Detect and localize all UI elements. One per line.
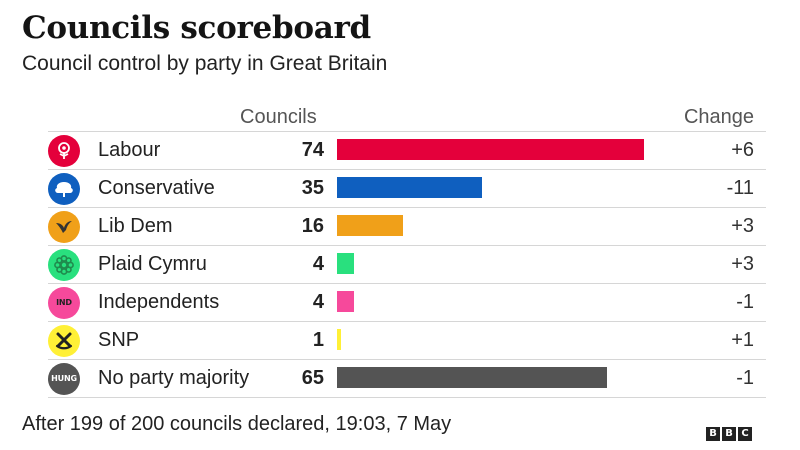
table-row: IND Independents 4 -1 xyxy=(48,284,766,322)
footnote: After 199 of 200 councils declared, 19:0… xyxy=(22,413,452,435)
party-label: Lib Dem xyxy=(98,215,173,237)
party-label: Independents xyxy=(98,291,220,313)
bar xyxy=(337,253,354,274)
hung-badge-icon: HUNG xyxy=(48,362,80,395)
plaid-poppy-icon xyxy=(48,248,80,281)
council-count: 35 xyxy=(301,177,324,199)
chart-subtitle: Council control by party in Great Britai… xyxy=(22,52,388,75)
change-column-header: Change xyxy=(683,106,754,128)
council-count: 4 xyxy=(312,253,324,275)
bar xyxy=(337,291,354,312)
party-label: SNP xyxy=(98,329,140,351)
change-value: -1 xyxy=(736,291,754,313)
bar xyxy=(337,215,404,236)
party-label: Conservative xyxy=(98,177,215,199)
bbc-logo-letter: B xyxy=(722,427,736,441)
labour-rose-icon xyxy=(48,134,80,167)
bar xyxy=(337,367,607,388)
conservative-tree-icon xyxy=(48,172,80,205)
scoreboard-table: Labour 74 +6 Conservative 35 -11 Lib Dem 16 +3 Pl… xyxy=(48,131,766,398)
council-count: 4 xyxy=(312,291,324,313)
council-count: 65 xyxy=(301,367,324,389)
table-row: Plaid Cymru 4 +3 xyxy=(48,246,766,284)
change-value: +3 xyxy=(731,215,754,237)
bbc-logo-letter: B xyxy=(706,427,720,441)
bar xyxy=(337,177,483,198)
change-value: +3 xyxy=(731,253,754,275)
table-row: SNP 1 +1 xyxy=(48,322,766,360)
table-row: Lib Dem 16 +3 xyxy=(48,208,766,246)
change-value: +6 xyxy=(731,139,754,161)
change-value: -1 xyxy=(736,367,754,389)
change-value: +1 xyxy=(731,329,754,351)
table-row: Conservative 35 -11 xyxy=(48,170,766,208)
table-row: Labour 74 +6 xyxy=(48,132,766,170)
chart-title: Councils scoreboard xyxy=(22,10,371,46)
council-count: 16 xyxy=(301,215,324,237)
table-row: HUNG No party majority 65 -1 xyxy=(48,360,766,398)
independents-badge-icon: IND xyxy=(48,286,80,319)
snp-emblem-icon xyxy=(48,324,80,357)
libdem-bird-icon xyxy=(48,210,80,243)
bar xyxy=(337,329,342,350)
councils-column-header: Councils xyxy=(240,106,317,128)
party-label: Plaid Cymru xyxy=(98,253,207,275)
party-label: No party majority xyxy=(98,367,250,389)
bar xyxy=(337,139,644,160)
bbc-logo-letter: C xyxy=(738,427,752,441)
council-count: 1 xyxy=(312,329,324,351)
party-label: Labour xyxy=(98,139,161,161)
change-value: -11 xyxy=(726,177,754,199)
council-count: 74 xyxy=(301,139,324,161)
